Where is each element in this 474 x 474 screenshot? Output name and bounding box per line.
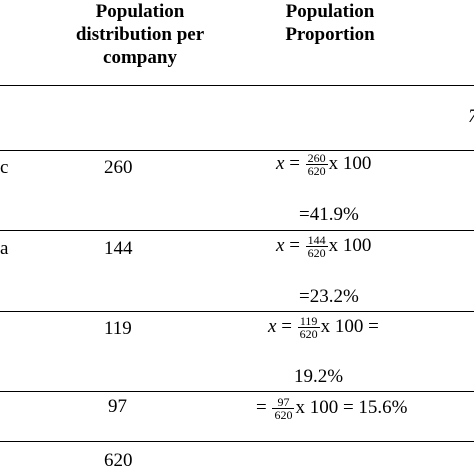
rule-row2 <box>0 311 474 312</box>
row2-equals: = <box>289 234 300 256</box>
header-proportion-line1: Population <box>285 1 375 22</box>
row2-numerator: 144 <box>307 233 326 247</box>
row1-numerator: 260 <box>307 151 326 165</box>
header-distribution-line2: distribution per <box>75 24 205 45</box>
row2-tail: x 100 <box>328 234 372 256</box>
header-distribution-line1: Population <box>95 1 185 22</box>
row2-label: a <box>0 238 9 259</box>
row3-denominator: 620 <box>297 327 320 341</box>
row3-var: x <box>268 315 277 337</box>
rule-subheader <box>0 150 474 151</box>
row1-equals: = <box>289 152 300 174</box>
row3-equals: = <box>281 315 292 337</box>
row2-formula: x = 144 620 x 100 <box>276 234 371 259</box>
rule-row4 <box>0 441 474 442</box>
row4-tail: x 100 = 15.6% <box>295 396 408 418</box>
row3-fraction: 119 620 <box>297 314 320 341</box>
row1-formula: x = 260 620 x 100 <box>276 152 371 177</box>
header-distribution-line3: company <box>103 47 177 68</box>
row1-result: =41.9% <box>299 204 359 225</box>
row1-var: x <box>276 152 285 174</box>
row1-label: c <box>0 157 9 178</box>
row4-formula: = 97 620 x 100 = 15.6% <box>256 396 408 421</box>
row3-tail: x 100 = <box>320 315 379 337</box>
row2-count: 144 <box>104 238 133 259</box>
rule-row1 <box>0 230 474 231</box>
row4-fraction: 97 620 <box>272 395 295 422</box>
row3-formula: x = 119 620 x 100 = <box>268 315 379 340</box>
row1-denominator: 620 <box>305 164 328 178</box>
row4-numerator: 97 <box>277 395 290 409</box>
row1-count: 260 <box>104 157 133 178</box>
row4-denominator: 620 <box>272 408 295 422</box>
row1-tail: x 100 <box>328 152 372 174</box>
header-distribution: Population distribution per company <box>45 0 235 69</box>
partial-cell-text: 7 <box>468 106 474 128</box>
header-proportion-line2: Proportion <box>285 24 375 45</box>
row2-var: x <box>276 234 285 256</box>
row2-fraction: 144 620 <box>305 233 328 260</box>
row1-fraction: 260 620 <box>305 151 328 178</box>
row3-count: 119 <box>104 318 132 339</box>
row3-result: 19.2% <box>294 366 344 387</box>
rule-header <box>0 85 474 86</box>
row4-count: 97 <box>108 396 127 417</box>
row3-numerator: 119 <box>299 314 318 328</box>
row2-result: =23.2% <box>299 286 359 307</box>
total-count: 620 <box>104 450 133 471</box>
rule-row3 <box>0 391 474 392</box>
row2-denominator: 620 <box>305 246 328 260</box>
row4-equals: = <box>256 396 267 418</box>
header-proportion: Population Proportion <box>250 0 410 46</box>
